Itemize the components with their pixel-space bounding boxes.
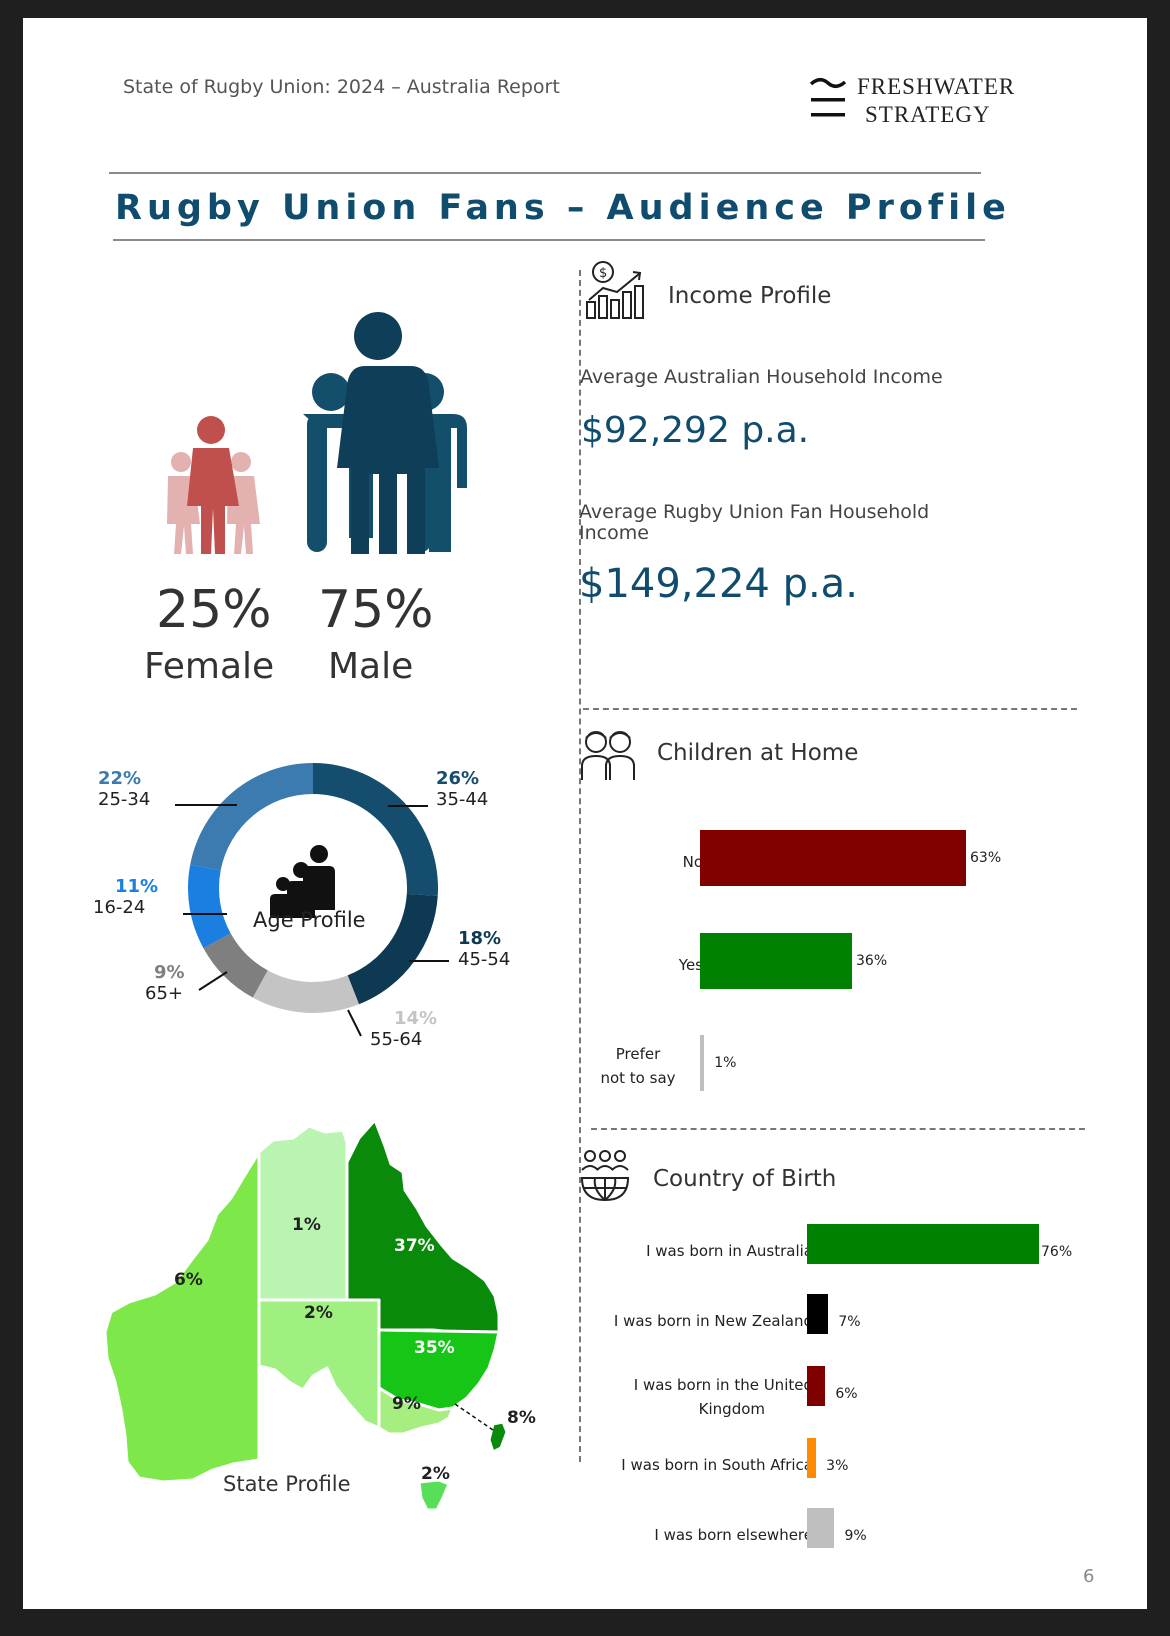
country-bar-uk <box>807 1366 826 1406</box>
map-act <box>487 1420 509 1454</box>
column-divider <box>579 270 581 1462</box>
children-icon <box>581 731 635 780</box>
donut-segment-25-34 <box>190 763 313 871</box>
map-label-nt: 1% <box>292 1215 321 1235</box>
country-label-nz: I was born in New Zealand <box>613 1312 813 1330</box>
children-divider <box>591 1128 1085 1130</box>
children-value-yes: 36% <box>856 953 888 969</box>
map-vic <box>377 1386 455 1436</box>
donut-segment-55-64 <box>252 970 360 1013</box>
age-label-65plus: 9% 65+ <box>145 962 185 1004</box>
children-bar-no <box>700 830 966 886</box>
map-label-nsw: 35% <box>414 1338 455 1358</box>
age-callout-lines <box>175 804 449 1037</box>
logo-text-line2: STRATEGY <box>865 102 991 127</box>
map-label-act: 8% <box>507 1408 536 1428</box>
avg-aus-income-label: Average Australian Household Income <box>580 366 943 388</box>
country-value-australia: 76% <box>1041 1244 1073 1260</box>
map-label-sa: 2% <box>304 1303 333 1323</box>
report-page: State of Rugby Union: 2024 – Australia R… <box>23 18 1147 1609</box>
family-icon <box>270 845 335 918</box>
map-nt <box>257 1124 349 1302</box>
map-label-tas: 2% <box>421 1464 450 1484</box>
children-label-no: No <box>682 853 703 871</box>
country-bar-sa <box>807 1438 817 1478</box>
children-label-yes: Yes <box>678 956 703 974</box>
children-value-no: 63% <box>970 850 1002 866</box>
country-bar-australia <box>807 1224 1039 1264</box>
avg-fan-income-value: $149,224 p.a. <box>579 561 858 607</box>
donut-segment-35-44 <box>313 763 438 896</box>
gender-figures <box>167 312 467 554</box>
age-label-45-54: 18% 45-54 <box>458 928 511 970</box>
age-profile-title: Age Profile <box>253 908 366 932</box>
report-title: State of Rugby Union: 2024 – Australia R… <box>123 76 560 98</box>
map-wa <box>103 1150 261 1484</box>
country-bar-elsewhere <box>807 1508 835 1548</box>
map-label-qld: 37% <box>394 1236 435 1256</box>
children-label-prefer: Prefer not to say <box>600 1045 676 1087</box>
country-value-uk: 6% <box>835 1386 858 1402</box>
australia-state-map <box>103 1118 509 1512</box>
children-title: Children at Home <box>657 740 859 766</box>
country-title: Country of Birth <box>653 1166 837 1192</box>
donut-segment-65+ <box>203 933 268 998</box>
male-pct: 75% <box>318 580 434 640</box>
country-label-elsewhere: I was born elsewhere <box>654 1526 813 1544</box>
page-number: 6 <box>1083 1566 1095 1587</box>
donut-segment-45-54 <box>347 893 438 1005</box>
map-label-wa: 6% <box>174 1270 203 1290</box>
age-label-55-64: 14% 55-64 <box>370 1008 438 1050</box>
age-label-35-44: 26% 35-44 <box>436 768 489 810</box>
country-label-australia: I was born in Australia <box>646 1242 813 1260</box>
female-label: Female <box>144 646 275 687</box>
donut-segment-16-24 <box>188 864 231 949</box>
country-label-uk: I was born in the United Kingdom <box>633 1376 813 1418</box>
country-value-sa: 3% <box>826 1458 849 1474</box>
avg-aus-income-value: $92,292 p.a. <box>581 410 810 451</box>
female-figure-icon <box>187 416 239 554</box>
title-rule-top <box>109 172 981 174</box>
age-label-25-34: 22% 25-34 <box>98 768 151 810</box>
age-label-16-24: 11% 16-24 <box>93 876 159 918</box>
title-rule-bottom <box>113 239 985 241</box>
globe-people-icon <box>580 1150 630 1202</box>
country-value-nz: 7% <box>838 1314 861 1330</box>
male-figure-icon <box>337 312 439 554</box>
male-label: Male <box>328 646 414 687</box>
map-tas <box>417 1478 451 1512</box>
page-title: Rugby Union Fans – Audience Profile <box>115 188 1011 228</box>
age-donut-chart <box>188 763 438 1013</box>
children-value-prefer: 1% <box>714 1055 737 1071</box>
income-chart-icon: $ <box>586 261 644 319</box>
country-label-sa: I was born in South Africa <box>621 1456 813 1474</box>
children-bar-prefer <box>700 1035 705 1091</box>
income-profile-title: Income Profile <box>668 283 832 309</box>
freshwater-logo-icon <box>808 74 848 120</box>
logo-text-line1: FRESHWATER <box>857 74 1016 99</box>
svg-text:$: $ <box>599 266 607 281</box>
avg-fan-income-label: Average Rugby Union Fan Household Income <box>579 501 930 544</box>
female-pct: 25% <box>156 580 272 640</box>
map-label-vic: 9% <box>392 1394 421 1414</box>
country-value-elsewhere: 9% <box>844 1528 867 1544</box>
children-bar-yes <box>700 933 852 989</box>
state-profile-title: State Profile <box>223 1472 351 1496</box>
income-divider <box>583 708 1077 710</box>
country-bar-nz <box>807 1294 829 1334</box>
